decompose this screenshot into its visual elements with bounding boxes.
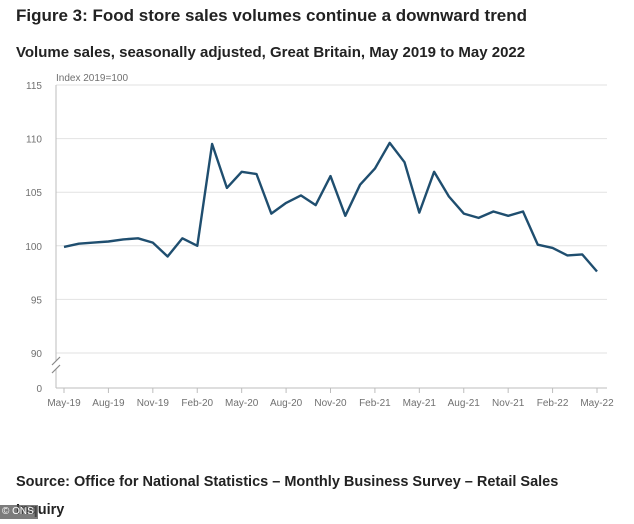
- figure-subtitle: Volume sales, seasonally adjusted, Great…: [16, 44, 526, 61]
- axis-break-mark: [51, 356, 61, 366]
- gridlines: [56, 84, 607, 354]
- x-tick-label: Nov-21: [492, 398, 525, 409]
- figure-title: Figure 3: Food store sales volumes conti…: [16, 6, 528, 25]
- axes: [51, 85, 607, 393]
- x-tick-label: Feb-22: [537, 398, 569, 409]
- x-tick-label: May-19: [47, 398, 81, 409]
- y-axis-label: Index 2019=100: [56, 73, 128, 84]
- line-chart: Index 2019=100 90 95 100 105 110 115 0 May-19 A…: [25, 73, 614, 409]
- y-tick-label: 90: [31, 349, 43, 360]
- y-tick-label: 115: [26, 81, 42, 92]
- x-tick-labels: May-19 Aug-19 Nov-19 Feb-20 May-20 Aug-20 Nov-…: [47, 398, 614, 409]
- x-tick-label: May-22: [580, 398, 614, 409]
- x-tick-label: Aug-19: [92, 398, 125, 409]
- x-tick-label: Feb-21: [359, 398, 391, 409]
- x-tick-label: Nov-20: [314, 398, 347, 409]
- x-tick-label: May-21: [403, 398, 437, 409]
- x-tick-label: Feb-20: [181, 398, 213, 409]
- x-tick-label: May-20: [225, 398, 259, 409]
- y-tick-label-zero: 0: [36, 384, 42, 395]
- y-tick-label: 105: [25, 188, 42, 199]
- x-tick-label: Aug-20: [270, 398, 303, 409]
- axis-break-mark: [51, 364, 61, 374]
- y-tick-labels: 90 95 100 105 110 115 0: [25, 81, 42, 395]
- x-tick-label: Nov-19: [137, 398, 170, 409]
- x-tick-label: Aug-21: [448, 398, 481, 409]
- ons-credit: © ONS: [0, 505, 38, 519]
- series-line: [63, 141, 598, 273]
- y-tick-label: 100: [25, 242, 42, 253]
- y-tick-label: 95: [31, 295, 43, 306]
- source-note: Source: Office for National Statistics –…: [16, 474, 559, 518]
- y-tick-label: 110: [26, 135, 42, 146]
